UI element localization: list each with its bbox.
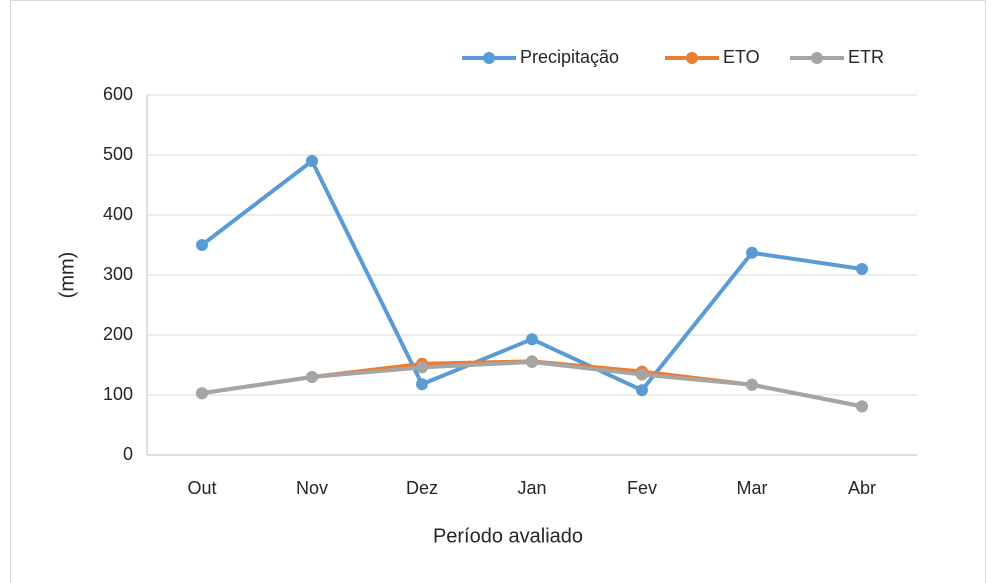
y-tick-label: 600 [103,84,133,104]
legend-label: ETR [848,47,884,67]
data-point [636,368,648,381]
legend-label: Precipitação [520,47,619,67]
legend-marker [811,52,823,64]
data-point [856,400,868,413]
data-point [306,155,318,167]
x-tick-label: Out [187,478,216,498]
chart-frame [10,0,986,583]
data-point [196,239,208,251]
y-tick-label: 0 [123,444,133,464]
data-point [416,361,428,374]
legend-marker [483,52,495,64]
data-point [746,246,758,259]
data-point [856,263,868,275]
legend-label: ETO [723,47,760,67]
x-tick-label: Nov [296,478,328,498]
y-axis-title: (mm) [56,252,78,299]
y-tick-label: 300 [103,264,133,284]
y-tick-label: 100 [103,384,133,404]
data-point [416,378,428,391]
y-tick-label: 500 [103,144,133,164]
x-tick-label: Jan [517,478,546,498]
x-tick-label: Mar [737,478,768,498]
data-point [196,387,208,400]
data-point [526,356,538,368]
y-tick-label: 200 [103,324,133,344]
x-tick-label: Abr [848,478,876,498]
data-point [636,384,648,397]
x-axis-title: Período avaliado [433,525,583,547]
x-tick-label: Dez [406,478,438,498]
data-point [526,333,538,346]
data-point [746,378,758,391]
legend-marker [686,52,698,64]
y-tick-label: 400 [103,204,133,224]
data-point [306,371,318,383]
x-tick-label: Fev [627,478,657,498]
